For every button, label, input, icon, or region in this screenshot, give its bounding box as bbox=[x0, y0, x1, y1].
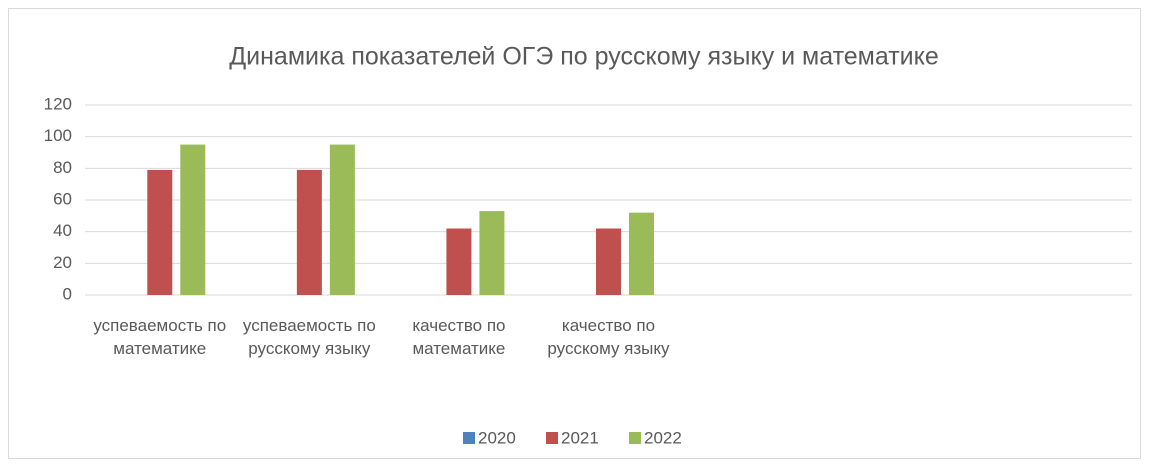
bar bbox=[629, 212, 654, 295]
y-tick-label: 80 bbox=[53, 158, 72, 177]
y-tick-label: 20 bbox=[53, 253, 72, 272]
bar bbox=[329, 144, 355, 295]
bar bbox=[180, 144, 206, 295]
legend-label: 2022 bbox=[644, 428, 682, 447]
x-tick-label: качество по русскому языку bbox=[547, 316, 670, 358]
y-tick-label: 100 bbox=[44, 126, 72, 145]
bar bbox=[479, 211, 505, 295]
x-tick-label-box: качество по русскому языку bbox=[547, 316, 670, 358]
x-tick-label-box: успеваемость по русскому языку bbox=[242, 316, 376, 358]
x-tick-label: качество по математике bbox=[412, 316, 506, 358]
x-tick-label: успеваемость по русскому языку bbox=[242, 316, 376, 358]
bar bbox=[147, 169, 173, 295]
bar bbox=[446, 228, 472, 295]
x-tick-label: успеваемость по математике bbox=[93, 316, 227, 358]
x-tick-label-box: качество по математике bbox=[412, 316, 506, 358]
legend-label: 2020 bbox=[478, 428, 516, 447]
y-tick-label: 40 bbox=[53, 221, 72, 240]
legend-swatch bbox=[629, 432, 641, 444]
y-tick-label: 0 bbox=[63, 284, 72, 303]
y-tick-label: 60 bbox=[53, 189, 72, 208]
legend-swatch bbox=[463, 432, 475, 444]
legend-swatch bbox=[546, 432, 558, 444]
bar bbox=[296, 169, 322, 295]
bar bbox=[596, 228, 621, 295]
x-tick-label-box: успеваемость по математике bbox=[93, 316, 227, 358]
legend-label: 2021 bbox=[561, 428, 599, 447]
y-tick-label: 120 bbox=[44, 94, 72, 113]
chart-title: Динамика показателей ОГЭ по русскому язы… bbox=[229, 43, 939, 71]
